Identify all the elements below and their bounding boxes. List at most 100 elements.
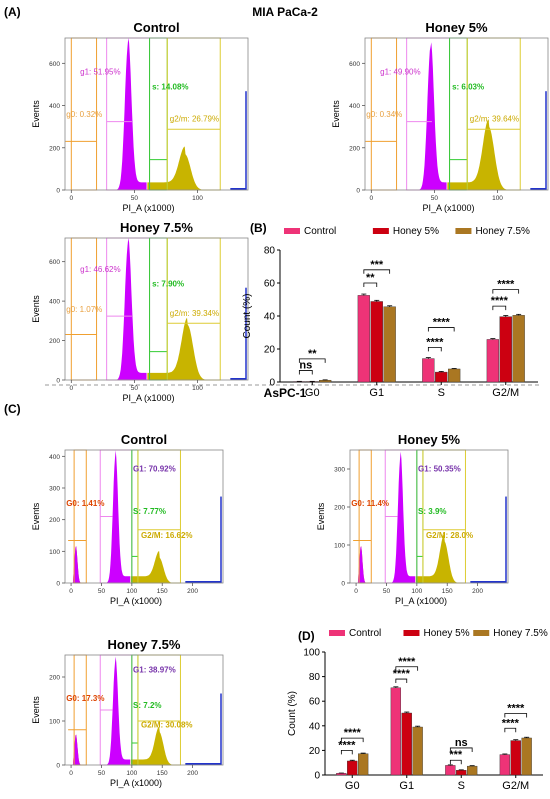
panel-c-label: (C) — [4, 402, 21, 416]
s-gate-label: S: 7.2% — [133, 701, 161, 710]
significance-label: **** — [426, 336, 444, 348]
bar — [512, 315, 525, 383]
bar — [467, 765, 478, 776]
plot-frame — [64, 449, 224, 584]
y-tick-label: 80 — [309, 672, 321, 683]
x-tick-label: G1 — [369, 387, 384, 399]
significance-label: **** — [344, 727, 362, 739]
g2m-peak — [130, 726, 184, 765]
mia-control-panel: Control 0 200 400 600 0 50 100 PI_A (x1000) Event… — [31, 20, 249, 213]
y-tick-label: 0 — [341, 581, 345, 588]
g2m-peak — [130, 551, 184, 583]
g0-gate-label: g0: 0.34% — [366, 110, 402, 119]
legend-swatch — [403, 630, 420, 636]
g0-gate-label: G0: 17.3% — [66, 694, 104, 703]
significance-label: ns — [455, 737, 468, 749]
significance-label: **** — [433, 317, 451, 329]
significance-bracket — [363, 269, 391, 274]
g1-peak — [365, 42, 447, 191]
y-tick-label: 0 — [356, 188, 360, 195]
g1-peak — [65, 656, 131, 765]
legend-swatch — [372, 228, 389, 234]
y-tick-label: 100 — [334, 543, 345, 550]
x-tick-label: 100 — [192, 195, 203, 202]
y-tick-label: 60 — [309, 697, 321, 708]
significance-bracket — [298, 370, 313, 375]
y-tick-label: 400 — [49, 103, 60, 110]
bar — [486, 339, 499, 383]
s-gate-label: s: 14.08% — [152, 83, 188, 92]
bar — [435, 371, 448, 383]
x-tick-label: G2/M — [502, 780, 529, 792]
y-axis-label: Count (%) — [287, 691, 298, 736]
g1-gate-label: G1: 50.35% — [418, 464, 461, 473]
g1-gate-label: g1: 49.90% — [380, 67, 420, 76]
g2m-gate-label: g2/m: 39.64% — [470, 115, 519, 124]
y-tick-label: 0 — [56, 763, 60, 770]
x-tick-label: 150 — [157, 588, 168, 595]
significance-bracket — [449, 759, 462, 765]
s-gate-label: s: 6.03% — [452, 83, 484, 92]
legend-entry: Honey 7.5% — [475, 226, 530, 237]
significance-bracket — [427, 346, 442, 352]
x-tick-label: G1 — [399, 780, 414, 792]
x-tick-label: 100 — [492, 195, 503, 202]
significance-bracket — [340, 750, 353, 755]
aspc-control-panel: Control 0 100 200 300 400 0 50 100 150 200 PI_A (x1… — [31, 432, 224, 606]
x-tick-label: 100 — [126, 588, 137, 595]
x-tick-label: S — [438, 387, 445, 399]
g1-gate-label: g1: 46.62% — [80, 265, 120, 274]
bar — [336, 773, 347, 776]
bar — [357, 295, 370, 383]
y-tick-label: 0 — [56, 581, 60, 588]
bar — [319, 379, 332, 383]
y-tick-label: 100 — [303, 648, 320, 659]
x-tick-label: 50 — [131, 385, 139, 392]
x-tick-label: 150 — [442, 588, 453, 595]
x-tick-label: 100 — [192, 385, 203, 392]
bar — [370, 301, 383, 383]
histogram-title: Honey 5% — [425, 20, 488, 35]
y-axis-label: Count (%) — [242, 293, 253, 338]
x-tick-label: 50 — [98, 588, 106, 595]
s-gate — [449, 37, 468, 191]
panel-b-label: (B) — [250, 221, 267, 235]
significance-label: **** — [338, 739, 356, 751]
x-tick-label: G0 — [305, 387, 320, 399]
significance-label: **** — [507, 703, 525, 715]
plot-frame — [64, 37, 249, 191]
significance-bracket — [492, 289, 520, 294]
y-tick-label: 20 — [309, 746, 321, 757]
y-tick-label: 20 — [264, 345, 276, 356]
panel-a-label: (A) — [4, 5, 21, 19]
x-tick-label: 50 — [383, 588, 391, 595]
x-tick-label: 0 — [69, 195, 73, 202]
y-tick-label: 100 — [49, 549, 60, 556]
significance-label: **** — [398, 656, 416, 668]
g1-gate-label: G1: 70.92% — [133, 464, 176, 473]
x-tick-label: G0 — [345, 780, 360, 792]
histogram-title: Control — [133, 20, 179, 35]
significance-bracket — [340, 737, 364, 743]
g2m-gate-label: G2/M: 30.08% — [141, 721, 193, 730]
significance-label: *** — [370, 259, 384, 271]
y-tick-label: 60 — [264, 279, 276, 290]
plot-frame — [364, 37, 549, 191]
significance-bracket — [504, 713, 528, 718]
y-axis-label: Events — [31, 100, 41, 128]
s-gate — [149, 237, 168, 381]
bar — [445, 765, 456, 776]
x-axis-label: PI_A (x1000) — [110, 778, 162, 788]
s-gate — [149, 37, 168, 191]
y-tick-label: 400 — [49, 454, 60, 461]
significance-label: *** — [449, 749, 463, 761]
y-axis-label: Events — [31, 295, 41, 323]
y-axis-label: Events — [31, 696, 41, 724]
legend-swatch — [284, 228, 300, 234]
y-tick-label: 600 — [49, 61, 60, 68]
significance-bracket — [298, 358, 326, 363]
x-tick-label: 200 — [472, 588, 483, 595]
x-tick-label: 100 — [411, 588, 422, 595]
g1-peak — [65, 38, 147, 190]
mia-honey5-panel: Honey 5% 0 200 400 600 0 50 100 PI_A (x1000) Even… — [331, 20, 549, 213]
